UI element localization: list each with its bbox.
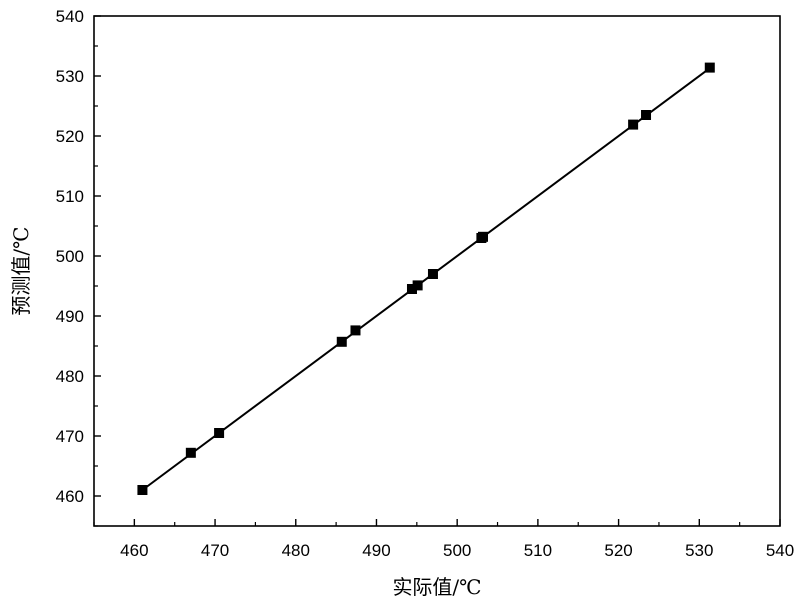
y-tick-label: 480 [56, 367, 84, 386]
data-point [412, 280, 423, 291]
x-tick-label: 520 [604, 541, 632, 560]
data-point [185, 447, 196, 458]
x-tick-label: 490 [362, 541, 390, 560]
fit-line [141, 67, 711, 491]
data-point [406, 284, 417, 294]
y-tick-label: 460 [56, 487, 84, 506]
y-tick-label: 500 [56, 247, 84, 266]
y-axis-ticks: 460 470 480 490 500 510 520 530 540 [56, 7, 101, 527]
fit-line-group [141, 67, 711, 491]
y-tick-label: 510 [56, 187, 84, 206]
y-tick-label: 530 [56, 67, 84, 86]
data-point [137, 485, 148, 495]
x-tick-label: 500 [443, 541, 471, 560]
x-tick-label: 530 [685, 541, 713, 560]
y-tick-label: 540 [56, 7, 84, 26]
data-points [137, 62, 715, 495]
y-tick-label: 470 [56, 427, 84, 446]
data-point [478, 231, 489, 242]
x-axis-title: 实际值/℃ [392, 575, 481, 599]
data-point [427, 269, 438, 279]
data-point [350, 325, 361, 336]
data-point [641, 110, 652, 120]
data-point [704, 62, 715, 73]
x-tick-label: 460 [120, 541, 148, 560]
y-axis-title: 预测值/℃ [9, 226, 33, 315]
x-tick-label: 480 [282, 541, 310, 560]
data-point [336, 336, 347, 347]
data-point [214, 428, 225, 438]
plot-frame [93, 15, 781, 527]
y-tick-label: 520 [56, 127, 84, 146]
x-tick-label: 510 [524, 541, 552, 560]
data-point [628, 119, 639, 130]
x-axis-ticks: 460 470 480 490 500 510 520 530 540 [93, 519, 794, 560]
x-tick-label: 540 [766, 541, 794, 560]
x-tick-label: 470 [201, 541, 229, 560]
y-tick-label: 490 [56, 307, 84, 326]
